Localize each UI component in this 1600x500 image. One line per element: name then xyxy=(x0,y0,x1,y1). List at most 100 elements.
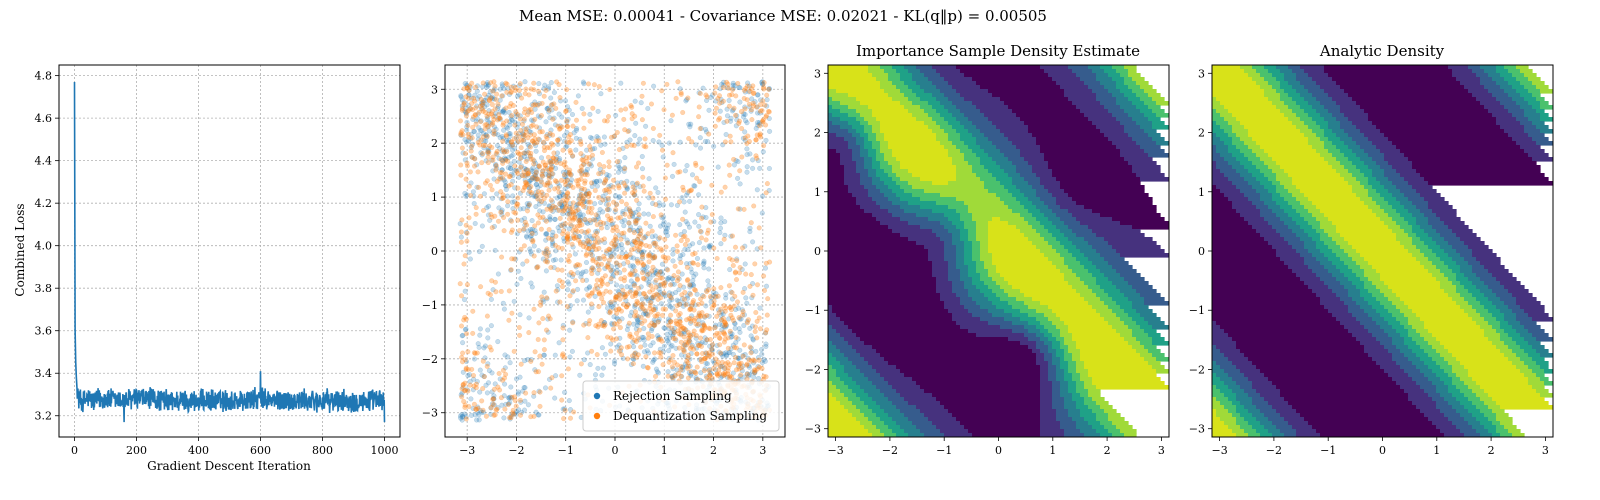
contour-cell xyxy=(944,213,961,218)
contour-cell xyxy=(948,109,961,114)
x-tick-label: 2 xyxy=(1104,444,1111,457)
contour-cell xyxy=(840,317,953,322)
contour-cell xyxy=(1004,277,1065,282)
dequantization-sample-point xyxy=(613,207,619,213)
dequantization-sample-point xyxy=(503,105,509,111)
contour-cell xyxy=(1088,393,1101,398)
dequantization-sample-point xyxy=(463,94,469,100)
contour-cell xyxy=(1048,345,1053,350)
contour-cell xyxy=(1004,153,1021,158)
contour-cell xyxy=(928,257,945,262)
contour-cell xyxy=(828,245,925,250)
contour-cell xyxy=(980,177,997,182)
rejection-sample-point xyxy=(493,110,499,116)
dequantization-sample-point xyxy=(631,238,637,244)
y-tick-label: 0 xyxy=(431,245,438,258)
dequantization-sample-point xyxy=(609,240,615,246)
dequantization-sample-point xyxy=(614,310,620,316)
rejection-sample-point xyxy=(628,278,634,284)
contour-cell xyxy=(936,285,953,290)
dequantization-sample-point xyxy=(699,235,705,241)
dequantization-sample-point xyxy=(523,390,529,396)
rejection-sample-point xyxy=(552,122,558,128)
contour-cell xyxy=(964,425,1041,430)
dequantization-sample-point xyxy=(554,79,560,85)
rejection-sample-point xyxy=(559,189,565,195)
dequantization-sample-point xyxy=(754,104,760,110)
contour-cell xyxy=(868,133,877,138)
contour-cell xyxy=(988,297,1001,302)
rejection-sample-point xyxy=(469,412,475,418)
dequantization-sample-point xyxy=(761,84,767,90)
contour-cell xyxy=(1084,381,1093,386)
contour-cell xyxy=(936,201,965,206)
rejection-sample-point xyxy=(730,80,736,86)
contour-cell xyxy=(876,401,893,406)
rejection-sample-point xyxy=(566,398,572,404)
contour-cell xyxy=(968,269,977,274)
contour-cell xyxy=(852,345,873,350)
contour-cell xyxy=(1104,69,1117,74)
dequantization-sample-point xyxy=(684,264,690,270)
rejection-sample-point xyxy=(580,212,586,218)
rejection-sample-point xyxy=(717,108,723,114)
contour-cell xyxy=(1012,321,1029,326)
contour-cell xyxy=(932,265,949,270)
contour-cell xyxy=(1056,417,1073,422)
rejection-sample-point xyxy=(534,181,540,187)
rejection-sample-point xyxy=(661,291,667,297)
rejection-sample-point xyxy=(595,263,601,269)
rejection-sample-point xyxy=(677,256,683,262)
dequantization-sample-point xyxy=(524,222,530,228)
contour-cell xyxy=(1156,113,1169,118)
rejection-sample-point xyxy=(561,238,567,244)
rejection-sample-point xyxy=(605,197,611,203)
rejection-sample-point xyxy=(741,323,747,329)
contour-cell xyxy=(964,245,973,250)
contour-cell xyxy=(1144,301,1169,306)
rejection-sample-point xyxy=(534,167,540,173)
contour-cell xyxy=(900,165,957,170)
rejection-sample-point xyxy=(587,284,593,290)
dequantization-sample-point xyxy=(623,106,629,112)
rejection-sample-point xyxy=(503,156,509,162)
contour-cell xyxy=(1000,217,1025,222)
dequantization-sample-point xyxy=(733,112,739,118)
dequantization-sample-point xyxy=(488,347,494,353)
dequantization-sample-point xyxy=(577,239,583,245)
dequantization-sample-point xyxy=(753,137,759,143)
contour-cell xyxy=(936,233,953,238)
contour-cell xyxy=(1084,417,1097,422)
rejection-sample-point xyxy=(643,123,649,129)
rejection-sample-point xyxy=(766,187,772,193)
contour-cell xyxy=(1096,73,1109,78)
rejection-sample-point xyxy=(669,281,675,287)
contour-cell xyxy=(960,269,969,274)
rejection-sample-point xyxy=(544,296,550,302)
contour-cell xyxy=(828,121,833,126)
rejection-sample-point xyxy=(539,155,545,161)
contour-cell xyxy=(1516,65,1529,70)
contour-cell xyxy=(988,153,1005,158)
dequantization-sample-point xyxy=(712,294,718,300)
contour-cell xyxy=(1052,401,1065,406)
contour-cell xyxy=(948,269,961,274)
rejection-sample-point xyxy=(687,356,693,362)
contour-cell xyxy=(1108,109,1125,114)
dequantization-sample-point xyxy=(627,227,633,233)
contour-cell xyxy=(1032,241,1049,246)
dequantization-sample-point xyxy=(541,337,547,343)
rejection-sample-point xyxy=(646,195,652,201)
dequantization-sample-point xyxy=(614,202,620,208)
dequantization-sample-point xyxy=(691,328,697,334)
rejection-sample-point xyxy=(533,204,539,210)
dequantization-sample-point xyxy=(459,293,465,299)
dequantization-sample-point xyxy=(517,81,523,87)
contour-cell xyxy=(876,217,901,222)
dequantization-sample-point xyxy=(649,228,655,234)
rejection-sample-point xyxy=(592,201,598,207)
contour-cell xyxy=(960,325,1001,330)
dequantization-sample-point xyxy=(496,218,502,224)
rejection-sample-point xyxy=(641,311,647,317)
contour-cell xyxy=(1100,313,1117,318)
